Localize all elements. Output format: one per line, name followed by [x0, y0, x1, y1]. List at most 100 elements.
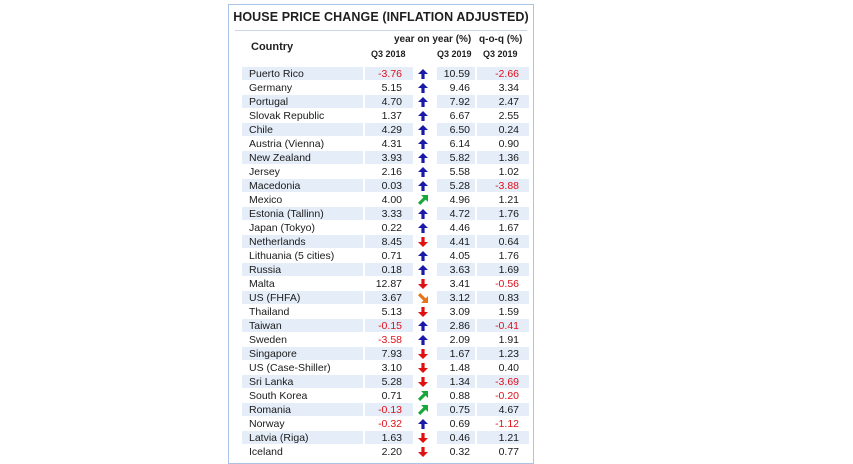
table-row: US (Case-Shiller) 3.10 1.48 0.40: [229, 361, 533, 375]
house-price-table: HOUSE PRICE CHANGE (INFLATION ADJUSTED) …: [228, 4, 534, 464]
value-q3-2019-yoy: 9.46: [449, 82, 470, 94]
table-title: HOUSE PRICE CHANGE (INFLATION ADJUSTED): [233, 10, 529, 24]
table-row: Norway -0.32 0.69 -1.12: [229, 417, 533, 431]
up-arrow-icon: [418, 167, 428, 177]
value-q3-2018: 3.10: [381, 362, 402, 374]
value-q3-2018: 5.28: [381, 376, 402, 388]
value-q3-2019-yoy: 3.09: [449, 306, 470, 318]
table-row: Netherlands 8.45 4.41 0.64: [229, 235, 533, 249]
value-q3-2018: 0.03: [381, 180, 402, 192]
value-q3-2019-yoy: 6.67: [449, 110, 470, 122]
down-arrow-icon: [418, 349, 428, 359]
country-name: Estonia (Tallinn): [249, 208, 324, 220]
country-name: South Korea: [249, 390, 308, 402]
up-right-arrow-icon: [418, 405, 428, 415]
down-arrow-icon: [418, 433, 428, 443]
value-q3-2018: 5.13: [381, 306, 402, 318]
up-arrow-icon: [418, 69, 428, 79]
value-q3-2019-yoy: 3.41: [449, 278, 470, 290]
value-q3-2018: 4.29: [381, 124, 402, 136]
up-arrow-icon: [418, 181, 428, 191]
value-q3-2019-yoy: 6.50: [449, 124, 470, 136]
table-row: Jersey 2.16 5.58 1.02: [229, 165, 533, 179]
value-q3-2019-yoy: 1.67: [449, 348, 470, 360]
value-q3-2019-qoq: 0.40: [498, 362, 519, 374]
table-row: Mexico 4.00 4.96 1.21: [229, 193, 533, 207]
value-q3-2019-yoy: 5.82: [449, 152, 470, 164]
value-q3-2019-qoq: 1.59: [498, 306, 519, 318]
value-q3-2019-qoq: -0.56: [495, 278, 519, 290]
country-name: Lithuania (5 cities): [249, 250, 335, 262]
value-q3-2019-qoq: 1.23: [498, 348, 519, 360]
country-name: Germany: [249, 82, 293, 94]
country-name: Taiwan: [249, 320, 282, 332]
value-q3-2019-qoq: 4.67: [498, 404, 519, 416]
table-row: Sri Lanka 5.28 1.34 -3.69: [229, 375, 533, 389]
value-q3-2019-qoq: 3.34: [498, 82, 519, 94]
country-name: Sri Lanka: [249, 376, 294, 388]
up-arrow-icon: [418, 265, 428, 275]
value-q3-2019-yoy: 4.05: [449, 250, 470, 262]
table-row: Puerto Rico -3.76 10.59 -2.66: [229, 67, 533, 81]
header-q3-2018: Q3 2018: [371, 49, 406, 59]
country-name: Mexico: [249, 194, 283, 206]
country-name: New Zealand: [249, 152, 311, 164]
country-name: Singapore: [249, 348, 297, 360]
value-q3-2019-qoq: 1.36: [498, 152, 519, 164]
up-arrow-icon: [418, 251, 428, 261]
value-q3-2018: 2.20: [381, 446, 402, 458]
up-arrow-icon: [418, 139, 428, 149]
header-quarter-on-quarter: q-o-q (%): [479, 34, 523, 45]
up-arrow-icon: [418, 83, 428, 93]
down-arrow-icon: [418, 279, 428, 289]
value-q3-2019-yoy: 0.75: [449, 404, 470, 416]
value-q3-2019-yoy: 4.72: [449, 208, 470, 220]
country-name: Puerto Rico: [249, 68, 304, 80]
value-q3-2018: 1.63: [381, 432, 402, 444]
country-name: US (FHFA): [249, 292, 301, 304]
country-name: Slovak Republic: [249, 110, 325, 122]
value-q3-2018: 0.71: [381, 250, 402, 262]
value-q3-2019-yoy: 6.14: [449, 138, 470, 150]
value-q3-2019-yoy: 7.92: [449, 96, 470, 108]
table-row: Thailand 5.13 3.09 1.59: [229, 305, 533, 319]
value-q3-2019-qoq: 0.77: [498, 446, 519, 458]
up-right-arrow-icon: [418, 195, 428, 205]
value-q3-2018: 0.71: [381, 390, 402, 402]
value-q3-2019-qoq: -1.12: [495, 418, 519, 430]
up-right-arrow-icon: [418, 391, 428, 401]
value-q3-2019-qoq: 1.67: [498, 222, 519, 234]
table-row: New Zealand 3.93 5.82 1.36: [229, 151, 533, 165]
table-row: Lithuania (5 cities) 0.71 4.05 1.76: [229, 249, 533, 263]
value-q3-2019-yoy: 4.96: [449, 194, 470, 206]
value-q3-2018: -3.58: [378, 334, 402, 346]
value-q3-2018: 4.70: [381, 96, 402, 108]
up-arrow-icon: [418, 97, 428, 107]
value-q3-2019-yoy: 4.41: [449, 236, 470, 248]
value-q3-2019-qoq: 0.64: [498, 236, 519, 248]
country-name: Austria (Vienna): [249, 138, 325, 150]
country-name: Sweden: [249, 334, 287, 346]
country-name: Jersey: [249, 166, 280, 178]
country-name: Thailand: [249, 306, 290, 318]
header-year-on-year: year on year (%): [394, 34, 472, 45]
country-name: Romania: [249, 404, 292, 416]
value-q3-2019-qoq: 2.47: [498, 96, 519, 108]
value-q3-2019-qoq: 1.69: [498, 264, 519, 276]
up-arrow-icon: [418, 125, 428, 135]
country-name: Portugal: [249, 96, 289, 108]
table-row: Portugal 4.70 7.92 2.47: [229, 95, 533, 109]
table-row: Latvia (Riga) 1.63 0.46 1.21: [229, 431, 533, 445]
value-q3-2018: -0.15: [378, 320, 402, 332]
table-row: Sweden -3.58 2.09 1.91: [229, 333, 533, 347]
value-q3-2019-yoy: 2.86: [449, 320, 470, 332]
value-q3-2019-qoq: 1.76: [498, 250, 519, 262]
value-q3-2018: 2.16: [381, 166, 402, 178]
value-q3-2019-qoq: 1.76: [498, 208, 519, 220]
table-body: Puerto Rico -3.76 10.59 -2.66 Germany 5.15 9.4…: [229, 67, 533, 459]
down-arrow-icon: [418, 377, 428, 387]
table-row: South Korea 0.71 0.88 -0.20: [229, 389, 533, 403]
value-q3-2019-qoq: -0.20: [495, 390, 519, 402]
up-arrow-icon: [418, 209, 428, 219]
value-q3-2019-yoy: 4.46: [449, 222, 470, 234]
